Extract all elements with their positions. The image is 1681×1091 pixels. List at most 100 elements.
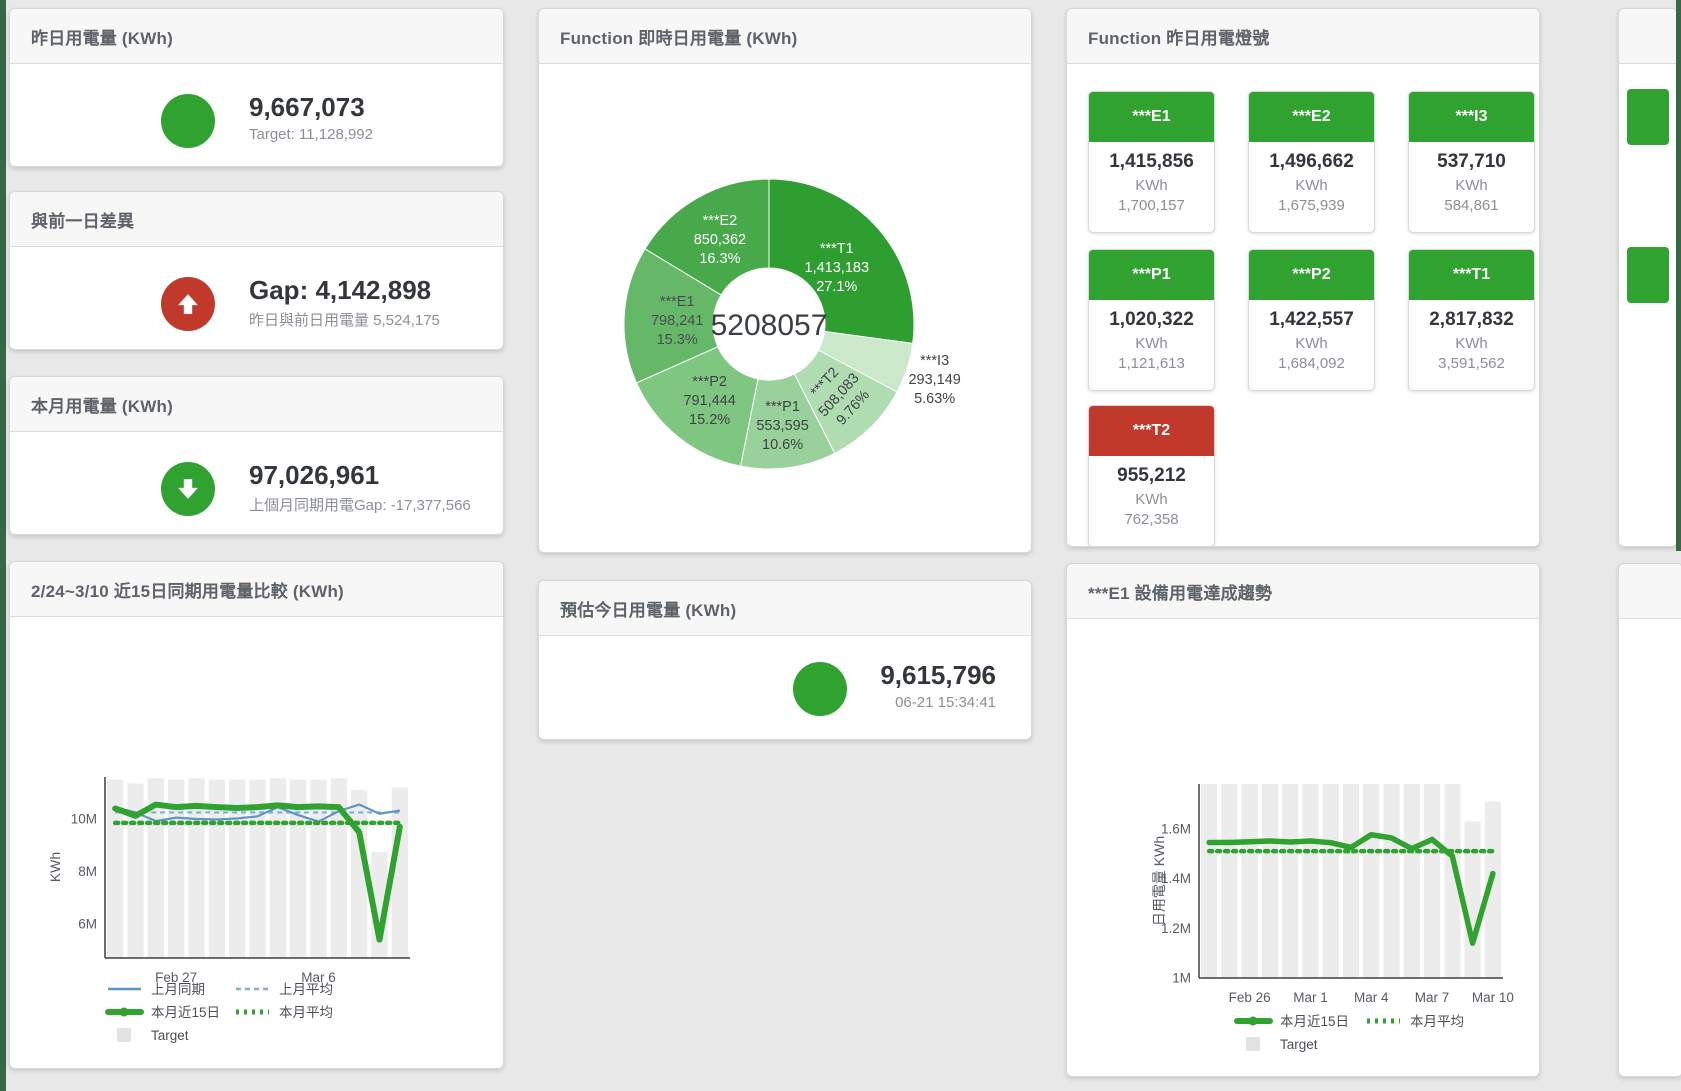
legend-label: 本月近15日 (1280, 1014, 1349, 1029)
panel-compare-chart: 6M 8M 10M Feb 27 Mar 6 KWh 上月同期 上月平均 本月近15日 本月平均 T… (9, 561, 504, 1069)
status-tile-target: 1,700,157 (1118, 197, 1185, 214)
donut-slice-P2[interactable] (635, 346, 759, 467)
target-bar (1363, 784, 1380, 978)
panel-day-gap: 與前一日差異 Gap: 4,142,898 昨日與前日用電量 5,524,175 (9, 191, 504, 350)
status-tile-value: 2,817,832 (1429, 309, 1514, 330)
clipped-status-tile-header (1627, 89, 1669, 145)
x-tick-label: Mar 1 (1293, 990, 1328, 1005)
donut-slice-E1[interactable] (623, 248, 722, 384)
status-tile-P2: ***P2 1,422,557 KWh 1,684,092 (1248, 249, 1375, 391)
donut-slice-label: ***T1 1,413,183 27.1% (805, 241, 870, 295)
status-tile-T1: ***T1 2,817,832 KWh 3,591,562 (1408, 249, 1535, 391)
clipped-panel-bottom (1618, 563, 1681, 1077)
x-tick-label: Mar 6 (301, 970, 336, 985)
panel-title: 與前一日差異 (31, 211, 135, 231)
legend-swatch-gray-square (117, 1028, 131, 1042)
donut-slice-label: ***I3 293,149 5.63% (908, 353, 960, 407)
target-bar (391, 787, 408, 958)
status-tile-header: ***T2 (1089, 406, 1214, 456)
status-tile-name: ***T1 (1452, 266, 1491, 283)
x-tick-label: Feb 26 (1229, 990, 1271, 1005)
target-bar (351, 790, 368, 958)
y-tick-label: 1.2M (1161, 921, 1191, 936)
target-bar (229, 779, 246, 958)
stat-subtext: Target: 11,128,992 (249, 126, 373, 143)
status-tile-target: 1,121,613 (1118, 355, 1185, 372)
status-tile-unit: KWh (1135, 177, 1168, 194)
status-tile-E2: ***E2 1,496,662 KWh 1,675,939 (1248, 91, 1375, 233)
target-bar (1464, 821, 1481, 978)
panel-header: 預估今日用電量 (KWh) (539, 581, 1031, 636)
target-bar (1241, 784, 1258, 978)
y-tick-label: 10M (71, 811, 97, 826)
clipped-panel-top (1618, 8, 1678, 547)
series-line-本月近15日 (1206, 831, 1496, 946)
x-tick-label: Mar 7 (1415, 990, 1450, 1005)
donut-slice-label: ***P2 791,444 15.2% (683, 374, 735, 428)
status-tile-target: 3,591,562 (1438, 355, 1505, 372)
status-tile-value: 955,212 (1117, 465, 1186, 486)
x-tick-label: Feb 27 (155, 970, 197, 985)
panel-header: Function 昨日用電燈號 (1067, 9, 1539, 64)
target-bar (1221, 784, 1238, 978)
y-tick-label: 8M (78, 864, 97, 879)
status-tile-header: ***I3 (1409, 92, 1534, 142)
series-line-上月同期 (114, 803, 401, 823)
status-tile-unit: KWh (1135, 335, 1168, 352)
panel-header: 本月用電量 (KWh) (10, 377, 503, 432)
status-tile-I3: ***I3 537,710 KWh 584,861 (1408, 91, 1535, 233)
legend-label: 上月平均 (279, 982, 333, 997)
panel-today-estimate: 預估今日用電量 (KWh) 9,615,796 06-21 15:34:41 (538, 580, 1032, 740)
left-edge-strip (0, 0, 6, 1091)
x-tick-label: Mar 4 (1354, 990, 1389, 1005)
donut-chart-plot[interactable]: ***T1 1,413,183 27.1%***I3 293,149 5.63%***T… (539, 9, 1031, 552)
series-line-本月近15日 (112, 801, 403, 943)
target-bar (1423, 784, 1441, 978)
status-tile-value: 1,496,662 (1269, 151, 1354, 172)
status-tile-target: 1,675,939 (1278, 197, 1345, 214)
status-circle-icon (793, 662, 847, 716)
status-tile-value: 537,710 (1437, 151, 1506, 172)
status-tile-unit: KWh (1295, 335, 1328, 352)
legend-label: Target (1280, 1037, 1318, 1052)
status-tile-value: 1,415,856 (1109, 151, 1194, 172)
right-edge-strip (1676, 0, 1681, 551)
status-tile-unit: KWh (1455, 335, 1488, 352)
donut-slice-E2[interactable] (644, 178, 770, 296)
stat-subtext: 06-21 15:34:41 (895, 694, 996, 711)
panel-header: Function 即時日用電量 (KWh) (539, 9, 1031, 64)
status-tile-value: 1,020,322 (1109, 309, 1194, 330)
panel-header: 與前一日差異 (10, 192, 503, 247)
legend-label: 本月平均 (1410, 1014, 1464, 1029)
status-tile-header: ***E1 (1089, 92, 1214, 142)
status-tile-name: ***P2 (1292, 266, 1331, 283)
panel-title: Function 即時日用電量 (KWh) (560, 28, 798, 48)
panel-header: 2/24~3/10 近15日同期用電量比較 (KWh) (10, 562, 503, 617)
legend-label: 本月近15日 (151, 1005, 220, 1020)
donut-slice-T1[interactable] (768, 178, 915, 344)
status-tile-name: ***I3 (1455, 108, 1488, 125)
status-tile-name: ***T2 (1132, 422, 1171, 439)
stat-value: Gap: 4,142,898 (249, 275, 432, 305)
status-tile-header: ***P2 (1249, 250, 1374, 300)
status-tile-header: ***P1 (1089, 250, 1214, 300)
trend-chart-plot[interactable]: 1M 1.2M 1.4M 1.6M Feb 26 Mar 1 Mar 4 Mar 7 Mar 1… (1067, 564, 1539, 1076)
y-tick-label: 1M (1172, 971, 1191, 986)
panel-e1-trend: 1M 1.2M 1.4M 1.6M Feb 26 Mar 1 Mar 4 Mar 7 Mar 1… (1066, 563, 1540, 1077)
target-bar (1282, 784, 1299, 978)
status-tile-unit: KWh (1135, 491, 1168, 508)
target-bar (1444, 784, 1461, 978)
status-tile-header: ***T1 (1409, 250, 1534, 300)
target-bar (1342, 784, 1360, 978)
legend-label: Target (151, 1028, 189, 1043)
arrow-up-icon (161, 277, 215, 331)
donut-slice-label: ***E2 850,362 16.3% (694, 213, 746, 267)
donut-slice-label: ***E1 798,241 15.3% (651, 294, 703, 348)
panel-title: 2/24~3/10 近15日同期用電量比較 (KWh) (31, 581, 344, 601)
y-axis-title: KWh (47, 852, 63, 882)
status-tile-unit: KWh (1295, 177, 1328, 194)
status-tile-E1: ***E1 1,415,856 KWh 1,700,157 (1088, 91, 1215, 233)
legend-label: 上月同期 (151, 982, 205, 997)
